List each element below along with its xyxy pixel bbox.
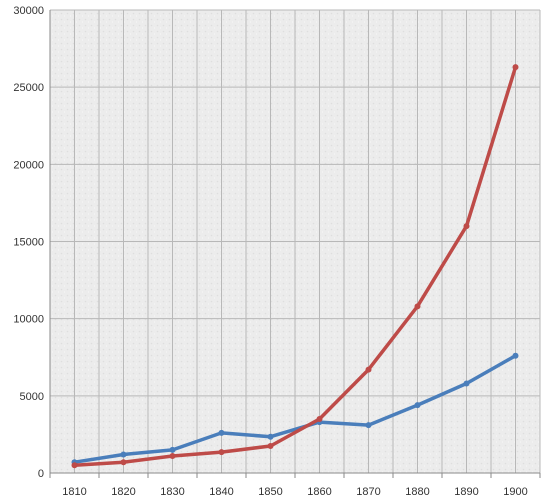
- x-tick-label: 1850: [258, 486, 282, 498]
- series-2-point: [317, 416, 323, 422]
- y-tick-label: 30000: [13, 5, 44, 17]
- series-1-point: [219, 430, 225, 436]
- x-tick-label: 1900: [503, 486, 527, 498]
- series-2-point: [268, 443, 274, 449]
- x-tick-label: 1860: [307, 486, 331, 498]
- series-2-point: [464, 223, 470, 229]
- y-tick-label: 5000: [20, 391, 44, 403]
- series-1-point: [464, 380, 470, 386]
- series-1-point: [121, 451, 127, 457]
- series-1-point: [268, 434, 274, 440]
- y-tick-label: 15000: [13, 237, 44, 249]
- series-2-point: [219, 449, 225, 455]
- series-1-point: [513, 353, 519, 359]
- series-2-point: [366, 367, 372, 373]
- series-1-point: [366, 422, 372, 428]
- y-tick-label: 20000: [13, 159, 44, 171]
- series-1-point: [170, 447, 176, 453]
- x-tick-label: 1830: [160, 486, 184, 498]
- y-axis-tick-labels: 0 5000 10000 15000 20000 25000 30000: [13, 5, 44, 480]
- series-1-point: [415, 402, 421, 408]
- y-tick-label: 0: [38, 468, 44, 480]
- gridlines: [50, 10, 540, 473]
- series-2-point: [121, 459, 127, 465]
- x-tick-label: 1840: [209, 486, 233, 498]
- x-tick-label: 1880: [405, 486, 429, 498]
- x-tick-label: 1820: [111, 486, 135, 498]
- series-2-point: [513, 64, 519, 70]
- series-2-point: [170, 453, 176, 459]
- y-tick-label: 25000: [13, 82, 44, 94]
- x-axis-tick-labels: 1810 1820 1830 1840 1850 1860 1870 1880 1890 1900: [62, 486, 527, 498]
- series-2-point: [415, 303, 421, 309]
- y-tick-label: 10000: [13, 314, 44, 326]
- x-tick-label: 1870: [356, 486, 380, 498]
- series-2-point: [72, 462, 78, 468]
- x-tick-label: 1810: [62, 486, 86, 498]
- x-tick-label: 1890: [454, 486, 478, 498]
